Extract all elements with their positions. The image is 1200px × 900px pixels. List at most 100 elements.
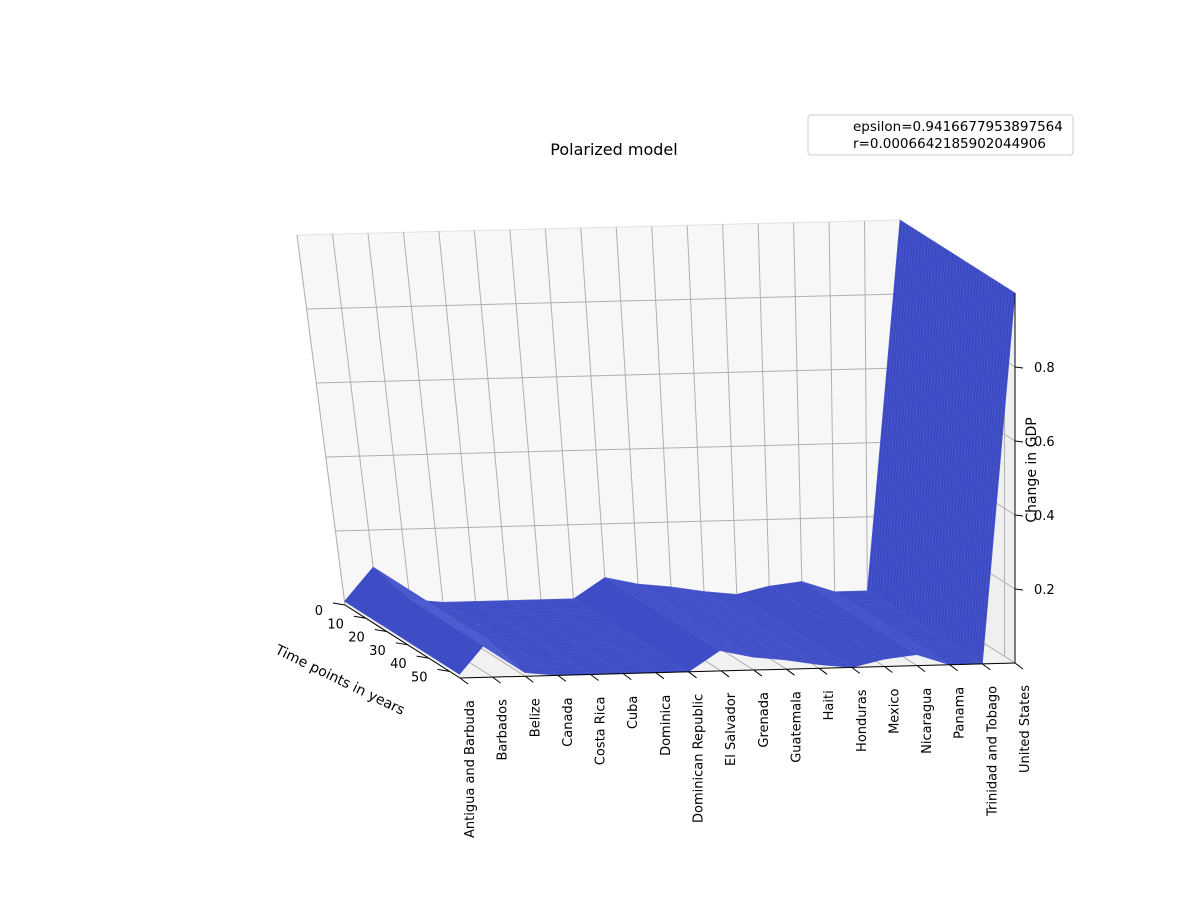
country-tick-label: Barbados	[496, 699, 511, 761]
surface-mesh-line	[447, 285, 1004, 669]
country-tick-label: Dominica	[659, 695, 674, 756]
legend-entry-epsilon: epsilon=0.9416677953897564	[853, 119, 1063, 135]
gridline-z	[335, 515, 901, 532]
surface-mesh-line	[375, 240, 932, 623]
x-tick-label: 10	[327, 617, 344, 632]
legend-box	[807, 114, 1074, 156]
surface-mesh-line	[442, 282, 998, 665]
gridline-country	[686, 225, 705, 596]
country-tick-label: Antigua and Barbuda	[463, 700, 478, 838]
country-tick-label: Trinidad and Tobago	[985, 686, 1000, 817]
country-tick-label: Costa Rica	[594, 696, 609, 765]
surface-mesh-line	[459, 292, 1016, 676]
surface-mesh-line	[424, 271, 981, 654]
country-tick	[557, 674, 567, 682]
country-tick-label: Dominican Republic	[692, 694, 707, 823]
country-tick	[524, 675, 534, 683]
surface-mesh-line	[416, 265, 973, 649]
x-tick-label: 20	[348, 631, 365, 646]
country-tick-label: El Salvador	[724, 692, 739, 766]
surface-mesh-line	[436, 278, 993, 662]
back-pane	[296, 219, 901, 606]
surface-mesh-line	[378, 241, 935, 625]
country-tick	[949, 664, 959, 672]
country-tick-label: United States	[1018, 685, 1033, 773]
surface-mesh-line	[393, 251, 950, 634]
surface-mesh-line	[347, 221, 904, 605]
z-tick-label: 0.4	[1034, 509, 1055, 524]
y-axis-line	[459, 662, 1016, 679]
chart-title: Polarized model	[550, 140, 677, 159]
x-tick	[395, 642, 408, 646]
surface-mesh-line	[361, 230, 918, 614]
z-tick-label: 0.6	[1034, 435, 1055, 450]
country-tick	[982, 663, 991, 671]
country-tick-label: Mexico	[887, 688, 902, 733]
country-tick-label: Belize	[528, 698, 543, 737]
x-axis-label: Time points in years	[272, 642, 407, 719]
x-tick	[437, 668, 450, 672]
surface-mesh-line	[404, 258, 961, 641]
gridline-country	[544, 228, 575, 599]
surface-mesh-line	[350, 223, 906, 607]
surface-mesh-line	[364, 232, 921, 616]
country-tick	[492, 676, 501, 684]
surface-mesh-line	[401, 256, 958, 640]
z-tick-label: 0.8	[1034, 361, 1055, 376]
surface-mesh-line	[419, 267, 975, 651]
gridline-country	[331, 234, 379, 605]
surface-mesh-line	[355, 227, 912, 610]
surface-mesh-line	[439, 280, 996, 663]
surface-mesh-line	[410, 261, 967, 645]
x-tick	[416, 655, 429, 659]
country-tick	[720, 670, 730, 678]
z-tick	[1014, 440, 1024, 443]
gridline-country	[828, 221, 836, 592]
country-tick-label: Guatemala	[789, 691, 804, 763]
country-tick-label: Grenada	[757, 692, 772, 748]
surface-mesh-line	[456, 291, 1013, 674]
surface-mesh-line	[427, 272, 984, 656]
axes	[332, 293, 1024, 685]
x-tick-label: 40	[390, 657, 407, 672]
country-tick	[655, 672, 665, 680]
surface-mesh-line	[384, 245, 941, 629]
surface-mesh-line	[453, 289, 1010, 672]
x-tick	[374, 629, 387, 633]
z-tick	[1014, 588, 1024, 591]
gridline-country	[367, 233, 411, 604]
surface-mesh-line	[433, 276, 990, 660]
surface-mesh-line	[373, 238, 929, 621]
country-tick	[916, 665, 926, 673]
surface-mesh-line	[407, 260, 964, 643]
legend-entry-r: r=0.0006642185902044906	[853, 136, 1046, 152]
gridline-z	[325, 441, 901, 458]
surface-mesh-line	[370, 236, 927, 620]
gridline-country	[651, 226, 672, 597]
country-tick-label: Honduras	[855, 689, 870, 752]
surface-mesh-line	[390, 249, 947, 632]
gridline-country	[864, 220, 868, 591]
country-tick-label: Haiti	[822, 690, 837, 720]
gridline-country	[722, 224, 738, 595]
country-tick-label: Canada	[561, 697, 576, 746]
surface-mesh-line	[413, 263, 970, 647]
country-tick-label: Nicaragua	[920, 688, 935, 754]
surface-mesh-line	[381, 243, 938, 627]
surface-mesh-line	[444, 283, 1001, 667]
z-tick	[1014, 366, 1024, 369]
x-tick-label: 50	[411, 670, 428, 685]
country-tick	[688, 671, 697, 679]
country-tick-label: Cuba	[626, 696, 641, 730]
gridline-country	[509, 229, 542, 600]
country-tick	[786, 668, 795, 676]
country-tick-label: Panama	[953, 687, 968, 739]
country-tick	[590, 674, 599, 681]
surface-mesh-line	[344, 219, 901, 603]
gridline-country	[793, 222, 803, 593]
gridline-country	[438, 231, 477, 602]
gridline-country	[296, 234, 346, 606]
x-tick	[332, 602, 346, 606]
chart-legend: epsilon=0.9416677953897564 r=0.000664218…	[807, 114, 1074, 156]
